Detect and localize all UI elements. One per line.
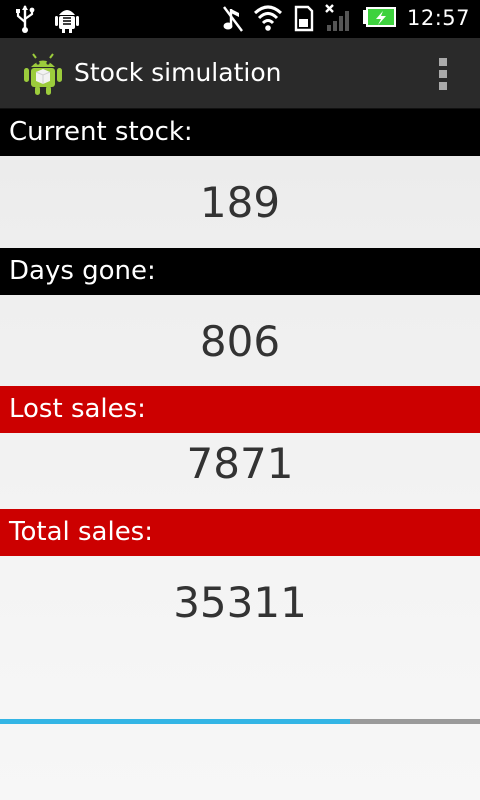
days-gone-label: Days gone: xyxy=(0,248,480,295)
music-muted-icon xyxy=(223,6,243,32)
wifi-icon xyxy=(253,5,282,31)
progress-bar xyxy=(0,719,480,724)
current-stock-value: 189 xyxy=(199,178,281,227)
app-title: Stock simulation xyxy=(74,58,282,87)
overflow-dot xyxy=(439,70,447,78)
days-gone-value: 806 xyxy=(199,317,281,366)
lost-sales-label: Lost sales: xyxy=(0,386,480,433)
android-debug-icon xyxy=(55,10,79,33)
overflow-dot xyxy=(439,82,447,90)
lost-sales-value: 7871 xyxy=(186,439,294,488)
sd-card-icon xyxy=(294,5,314,32)
total-sales-value: 35311 xyxy=(173,578,307,627)
current-stock-label: Current stock: xyxy=(0,109,480,156)
usb-icon xyxy=(16,5,35,33)
status-bar: 12:57 xyxy=(0,0,480,38)
progress-fill xyxy=(0,719,351,724)
status-left-icons xyxy=(14,4,80,34)
action-bar: Stock simulation xyxy=(0,38,480,109)
overflow-menu-icon[interactable] xyxy=(434,58,452,92)
status-right-icons: 12:57 xyxy=(222,3,470,33)
total-sales-label: Total sales: xyxy=(0,509,480,556)
overflow-dot xyxy=(439,58,447,66)
signal-icon xyxy=(325,4,349,31)
battery-charging-icon xyxy=(362,7,396,27)
status-time: 12:57 xyxy=(406,6,470,30)
android-app-icon[interactable] xyxy=(22,52,64,96)
